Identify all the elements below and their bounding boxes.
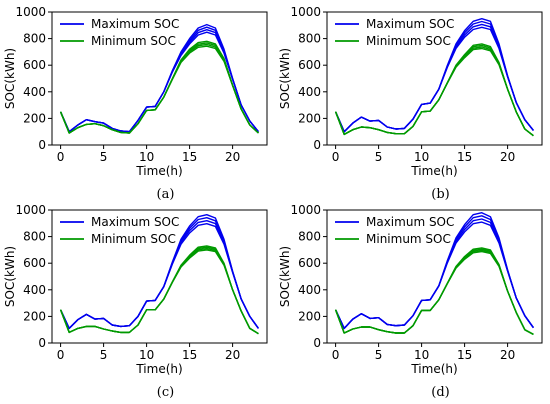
y-tick-label: 400 xyxy=(298,283,321,297)
y-tick-label: 600 xyxy=(298,256,321,270)
series-maximum-soc xyxy=(59,23,259,133)
y-axis-label: SOC(kWh) xyxy=(3,246,17,307)
x-tick-label: 15 xyxy=(457,150,472,164)
chart-panel: 0 200 400 600 800 1000 0 5 10 15 20 Time(h) SOC(kWh)… xyxy=(3,203,268,400)
panel-caption: (d) xyxy=(431,385,449,400)
series-minimum-soc xyxy=(59,245,259,335)
series-line xyxy=(334,47,534,137)
y-tick-label: 800 xyxy=(23,32,46,46)
x-tick-label: 10 xyxy=(414,150,429,164)
x-axis-label: Time(h) xyxy=(135,362,182,376)
y-tick-label: 800 xyxy=(298,32,321,46)
x-tick-label: 5 xyxy=(375,348,383,362)
series-minimum-soc xyxy=(334,43,534,137)
y-tick-label: 0 xyxy=(38,336,46,350)
legend-entry: Maximum SOC xyxy=(91,17,179,31)
x-tick-label: 5 xyxy=(375,150,383,164)
legend-entry: Maximum SOC xyxy=(366,215,454,229)
y-tick-label: 400 xyxy=(23,85,46,99)
x-tick-label: 20 xyxy=(225,348,240,362)
x-tick-label: 10 xyxy=(139,348,154,362)
x-axis-label: Time(h) xyxy=(135,164,182,178)
x-tick-label: 0 xyxy=(57,348,65,362)
x-tick-label: 10 xyxy=(139,150,154,164)
panel-caption: (a) xyxy=(157,187,175,202)
legend-entry: Minimum SOC xyxy=(366,34,451,48)
x-tick-label: 20 xyxy=(225,150,240,164)
x-axis-label: Time(h) xyxy=(410,362,457,376)
plot-frame xyxy=(51,209,268,344)
panel-caption: (c) xyxy=(157,385,174,400)
series-line xyxy=(59,45,259,134)
series-line xyxy=(59,223,259,330)
x-tick-label: 0 xyxy=(57,150,65,164)
legend-entry: Maximum SOC xyxy=(91,215,179,229)
chart-panel: 0 200 400 600 800 1000 0 5 10 15 20 Time(h) SOC(kWh)… xyxy=(278,5,543,202)
y-tick-label: 1000 xyxy=(15,203,46,217)
y-tick-label: 200 xyxy=(23,111,46,125)
plot-frame xyxy=(326,11,543,146)
x-tick-label: 15 xyxy=(457,348,472,362)
series-line xyxy=(334,250,534,336)
legend-entry: Minimum SOC xyxy=(91,34,176,48)
x-tick-label: 10 xyxy=(414,348,429,362)
plot-frame xyxy=(326,209,543,344)
chart-panel: 0 200 400 600 800 1000 0 5 10 15 20 Time(h) SOC(kWh)… xyxy=(278,203,543,400)
x-tick-label: 20 xyxy=(500,348,515,362)
y-tick-label: 1000 xyxy=(15,5,46,19)
x-axis-label: Time(h) xyxy=(410,164,457,178)
series-line xyxy=(59,249,259,335)
x-tick-label: 15 xyxy=(182,150,197,164)
series-minimum-soc xyxy=(334,247,534,336)
y-tick-label: 200 xyxy=(298,309,321,323)
y-tick-label: 600 xyxy=(298,58,321,72)
legend-entry: Minimum SOC xyxy=(91,232,176,246)
y-tick-label: 200 xyxy=(298,111,321,125)
x-tick-label: 5 xyxy=(100,348,108,362)
y-tick-label: 200 xyxy=(23,309,46,323)
y-tick-label: 0 xyxy=(313,336,321,350)
legend: Maximum SOC Minimum SOC xyxy=(335,215,454,246)
legend: Maximum SOC Minimum SOC xyxy=(60,215,179,246)
legend-entry: Minimum SOC xyxy=(366,232,451,246)
series-maximum-soc xyxy=(334,18,534,133)
y-tick-label: 400 xyxy=(23,283,46,297)
series-line xyxy=(59,31,259,133)
y-tick-label: 600 xyxy=(23,58,46,72)
series-maximum-soc xyxy=(334,211,534,330)
legend: Maximum SOC Minimum SOC xyxy=(60,17,179,48)
y-tick-label: 800 xyxy=(23,230,46,244)
y-tick-label: 800 xyxy=(298,230,321,244)
y-tick-label: 1000 xyxy=(290,203,321,217)
y-tick-label: 0 xyxy=(313,138,321,152)
y-axis-label: SOC(kWh) xyxy=(278,246,292,307)
series-line xyxy=(334,26,534,133)
y-axis-label: SOC(kWh) xyxy=(278,48,292,109)
legend: Maximum SOC Minimum SOC xyxy=(335,17,454,48)
chart-panel: 0 200 400 600 800 1000 0 5 10 15 20 Time(h) SOC(kWh)… xyxy=(3,5,268,202)
y-axis-label: SOC(kWh) xyxy=(3,48,17,109)
x-tick-label: 0 xyxy=(332,150,340,164)
y-tick-label: 600 xyxy=(23,256,46,270)
x-tick-label: 0 xyxy=(332,348,340,362)
y-tick-label: 1000 xyxy=(290,5,321,19)
series-minimum-soc xyxy=(59,40,259,134)
legend-entry: Maximum SOC xyxy=(366,17,454,31)
y-tick-label: 0 xyxy=(38,138,46,152)
x-tick-label: 5 xyxy=(100,150,108,164)
panel-caption: (b) xyxy=(431,187,449,202)
x-tick-label: 15 xyxy=(182,348,197,362)
series-maximum-soc xyxy=(59,214,259,330)
y-tick-label: 400 xyxy=(298,85,321,99)
series-line xyxy=(334,221,534,330)
x-tick-label: 20 xyxy=(500,150,515,164)
